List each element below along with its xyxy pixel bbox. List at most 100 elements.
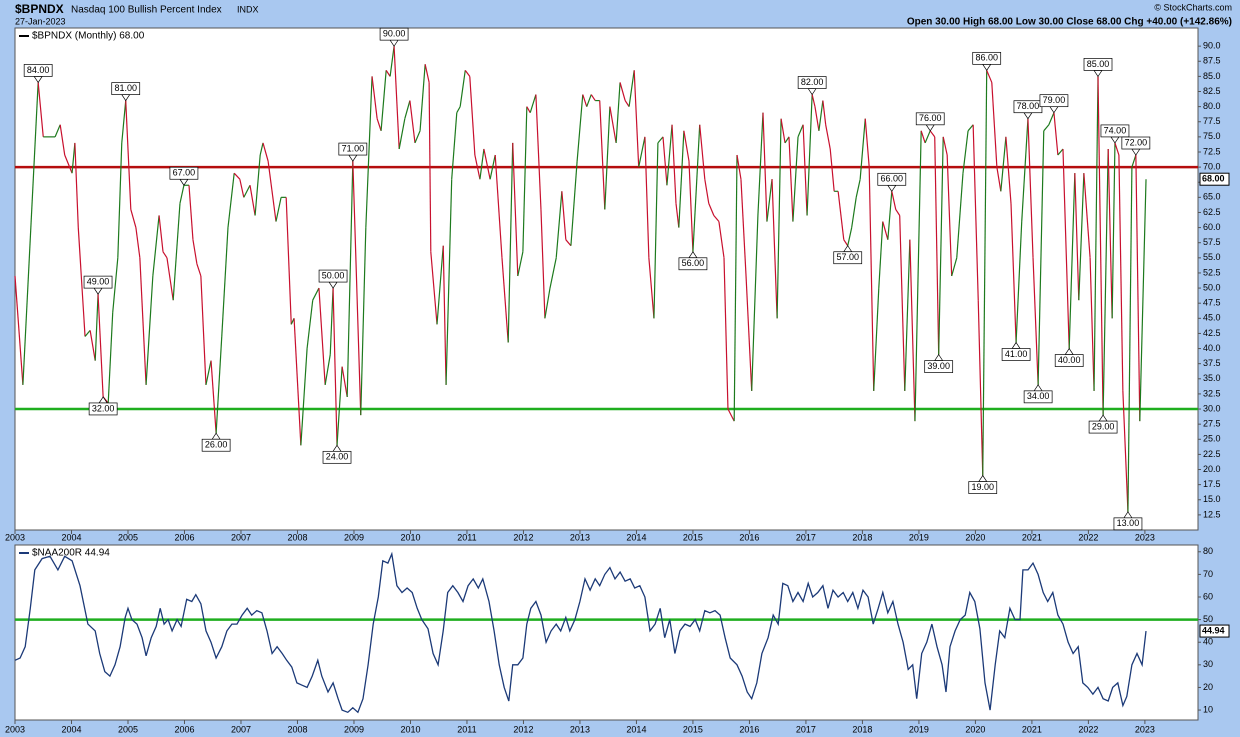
y-tick-label: 80.0 [1203,101,1221,111]
line-segment [929,130,936,138]
annotation-label: 29.00 [1092,421,1115,431]
line-segment [336,366,343,446]
line-segment [1000,136,1007,192]
line-segment [293,318,302,446]
x-tick-label: 2007 [231,532,251,542]
line-segment [986,70,993,83]
line-segment [887,191,893,240]
line-segment [811,94,816,107]
annotation-label: 90.00 [383,29,406,39]
line-segment [130,209,137,228]
x-tick-label: 2020 [965,532,985,542]
line-segment [205,360,212,385]
x-tick-label: 2020 [965,724,985,734]
annotation-label: 76.00 [919,113,942,123]
y-tick-label: 52.5 [1203,267,1221,277]
x-tick-label: 2023 [1135,724,1155,734]
line-segment [766,179,773,222]
line-segment [996,167,1002,192]
line-segment [683,130,690,162]
line-segment [920,130,926,144]
line-segment [648,257,655,319]
x-tick-label: 2021 [1022,532,1042,542]
line-segment [1122,390,1129,512]
x-tick-label: 2016 [739,724,759,734]
annotation-box [1039,94,1069,108]
line-segment [633,70,640,168]
y-tick-label: 25.0 [1203,434,1221,444]
line-segment [239,179,245,198]
line-segment [1118,155,1124,391]
y-tick-label: 27.5 [1203,419,1221,429]
line-segment [469,76,476,156]
line-segment [565,239,572,247]
annotation-box [1023,390,1053,404]
y-tick-label: 20 [1203,682,1213,692]
annotation-box [968,481,998,494]
line-segment [657,136,664,144]
y-tick-label: 55.0 [1203,252,1221,262]
line-segment [107,312,114,404]
line-segment [991,82,998,168]
x-tick-label: 2008 [287,724,307,734]
line-segment [332,288,338,446]
y-tick-label: 80 [1203,546,1213,556]
annotation-label: 66.00 [881,174,904,184]
line-segment [59,124,66,156]
line-segment [371,76,378,119]
line-segment [306,300,314,349]
line-segment [71,142,76,174]
x-tick-label: 2018 [852,532,872,542]
line-segment [615,82,621,143]
line-segment [825,124,831,150]
line-segment [662,136,668,186]
line-segment [582,94,588,107]
line-segment [145,275,154,385]
line-segment [788,136,794,222]
y-tick-label: 70 [1203,569,1213,579]
annotation-label: 79.00 [1043,95,1066,105]
line-segment [671,124,677,204]
y-tick-label: 60 [1203,591,1213,601]
annotation-label: 50.00 [322,270,345,280]
y-tick-label: 70.0 [1203,161,1221,171]
x-tick-label: 2011 [457,532,476,542]
x-tick-label: 2018 [852,724,872,734]
y-tick-label: 22.5 [1203,449,1221,459]
line-segment [346,161,354,397]
line-segment [74,142,79,228]
x-tick-label: 2004 [61,532,81,542]
annotation-box [797,76,827,89]
annotation-label: 67.00 [173,168,196,178]
line-segment [97,294,104,397]
line-segment [210,360,217,434]
line-segment [851,197,857,228]
last-value-box [1199,624,1230,638]
line-segment [1005,136,1012,204]
y-tick-label: 60.0 [1203,222,1221,232]
line-segment [1021,118,1029,222]
annotation-box [915,112,945,126]
line-segment [385,70,391,77]
line-segment [1102,148,1109,416]
line-segment [398,118,406,150]
x-tick-label: 2009 [344,724,364,734]
line-segment [22,82,39,385]
line-segment [544,287,551,319]
line-segment [267,160,277,222]
annotation-box [1083,58,1113,71]
annotation-box [111,82,141,95]
line-segment [891,191,897,210]
line-segment [599,100,606,210]
line-segment [1078,173,1085,301]
y-tick-label: 62.5 [1203,207,1221,217]
y-tick-label: 75.0 [1203,131,1221,141]
line-segment [215,336,223,434]
line-segment [522,106,528,252]
x-tick-label: 2013 [570,724,590,734]
line-segment [1062,148,1070,349]
last-value-label: 44.94 [1202,625,1225,635]
line-segment [512,142,519,276]
line-segment [688,161,694,252]
line-segment [899,215,906,391]
